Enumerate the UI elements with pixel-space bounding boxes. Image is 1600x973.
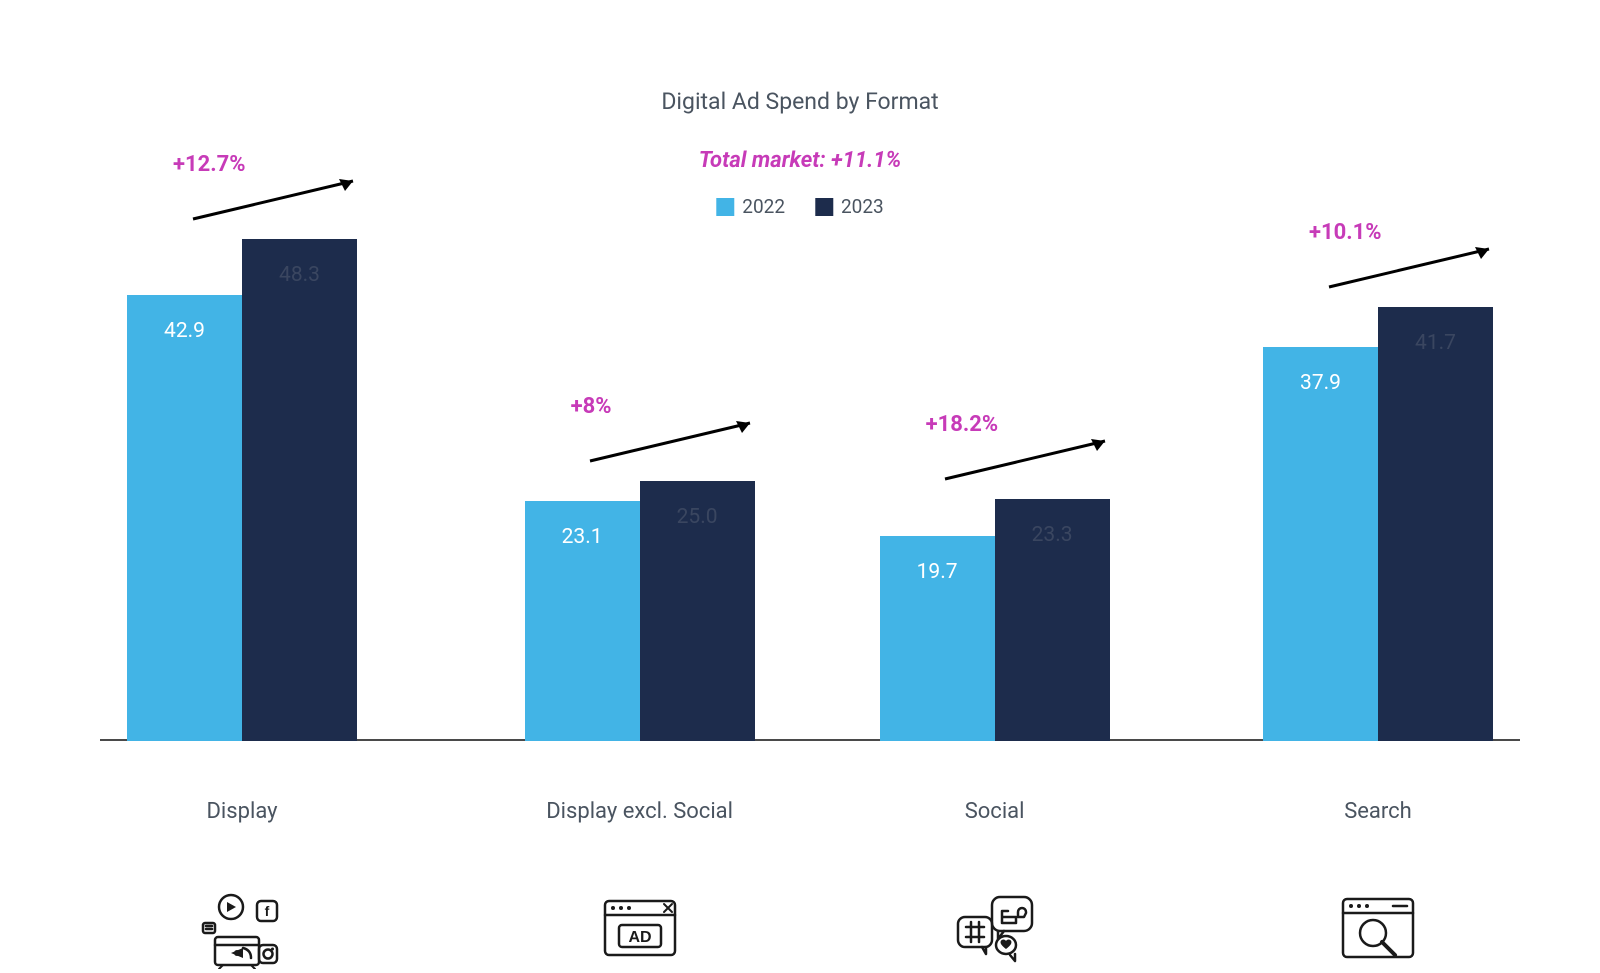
growth-label: +12.7% xyxy=(173,152,246,177)
bar-group: 19.723.3 xyxy=(880,499,1110,741)
category-label: Social xyxy=(965,799,1025,824)
chart-plot-area: 42.948.3 +12.7% 23.125.0 +8% 19.723.3 +18.2… xyxy=(100,130,1520,741)
bar-2023: 41.7 xyxy=(1378,307,1493,741)
growth-arrow-icon xyxy=(1321,237,1511,301)
bar-2022: 42.9 xyxy=(127,295,242,741)
category-label: Display excl. Social xyxy=(546,799,733,824)
bar-group: 37.941.7 xyxy=(1263,307,1493,741)
svg-text:AD: AD xyxy=(628,929,651,946)
bar-2022: 23.1 xyxy=(525,501,640,741)
growth-arrow-icon xyxy=(582,411,772,475)
bar-2022: 19.7 xyxy=(880,536,995,741)
bar-2022: 37.9 xyxy=(1263,347,1378,741)
chart-subtitle: Digital Ad Spend by Format xyxy=(661,88,938,115)
growth-label: +18.2% xyxy=(926,412,999,437)
category-label: Search xyxy=(1344,799,1412,824)
bar-2023: 25.0 xyxy=(640,481,755,741)
svg-text:f: f xyxy=(265,903,270,919)
display-ads-icon: f xyxy=(201,893,283,973)
bar-2023: 23.3 xyxy=(995,499,1110,741)
growth-arrow-icon xyxy=(185,169,375,233)
social-icon xyxy=(952,893,1038,973)
bar-group: 42.948.3 xyxy=(127,239,357,741)
growth-label: +8% xyxy=(571,394,612,419)
search-window-icon xyxy=(1337,893,1419,967)
growth-arrow-icon xyxy=(937,429,1127,493)
ad-window-icon: AD xyxy=(599,893,681,967)
bar-group: 23.125.0 xyxy=(525,481,755,741)
bar-2023: 48.3 xyxy=(242,239,357,741)
growth-label: +10.1% xyxy=(1309,220,1382,245)
category-label: Display xyxy=(206,799,277,824)
